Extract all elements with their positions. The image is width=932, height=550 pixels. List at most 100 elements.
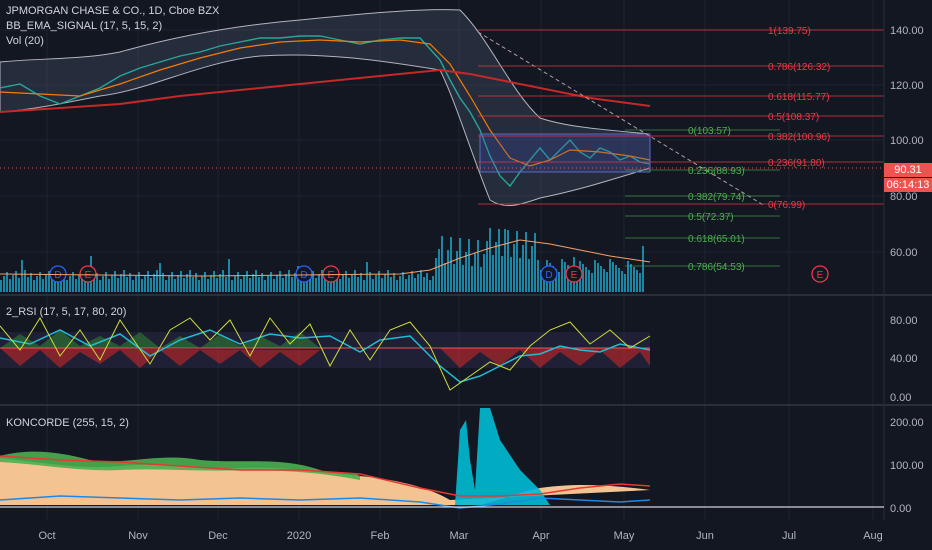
volume-bar [393, 273, 395, 292]
event-marker-e[interactable]: E [811, 265, 829, 283]
event-letter: E [817, 270, 824, 281]
volume-bar [432, 276, 434, 292]
volume-bar [30, 273, 32, 292]
volume-bar [258, 277, 260, 292]
koncorde-cyan-area [455, 408, 550, 505]
volume-bar [111, 275, 113, 292]
bb-indicator-label[interactable]: BB_EMA_SIGNAL (17, 5, 15, 2) [6, 20, 163, 32]
volume-bar [555, 269, 557, 292]
volume-bar [315, 278, 317, 292]
koncorde-red-line [0, 455, 651, 497]
volume-bar [453, 264, 455, 292]
fib-ext-label: 0.382(79.74) [688, 192, 745, 203]
volume-bar [498, 229, 500, 292]
volume-bar [504, 229, 506, 292]
fib-ext-label: 0.236(88.93) [688, 166, 745, 177]
volume-bar [9, 279, 11, 292]
volume-bar [123, 270, 125, 292]
bb-band-fill [0, 9, 651, 207]
volume-bar [186, 274, 188, 292]
volume-bar [591, 273, 593, 292]
volume-bar [54, 274, 56, 292]
volume-bar [78, 275, 80, 292]
volume-bar [615, 265, 617, 292]
time-tick-label: Nov [128, 530, 148, 542]
fib-level-label: 1(139.75) [768, 26, 811, 37]
volume-bar [270, 272, 272, 292]
price-tick-label: 140.00 [890, 25, 924, 37]
time-tick-label: Jun [696, 530, 714, 542]
volume-bar [99, 280, 101, 292]
price-tick-label: 80.00 [890, 191, 918, 203]
fib-level-label: 0.5(108.37) [768, 112, 819, 123]
event-circle [565, 265, 583, 283]
volume-bar [465, 252, 467, 292]
volume-bar [501, 256, 503, 292]
volume-bar [0, 280, 2, 292]
volume-bar [189, 270, 191, 292]
volume-bar [294, 273, 296, 292]
rsi-indicator-label[interactable]: 2_RSI (17, 5, 17, 80, 20) [6, 306, 127, 318]
volume-bar [171, 272, 173, 292]
volume-bar [147, 271, 149, 292]
volume-bar [72, 272, 74, 292]
volume-bar [507, 230, 509, 292]
volume-bar [312, 271, 314, 292]
fib-extension: 0(103.57) 0.236(88.93) 0.382(79.74) 0.5(72.… [625, 126, 780, 273]
volume-bar [243, 275, 245, 292]
volume-bar [543, 273, 545, 292]
volume-bar [84, 278, 86, 292]
volume-bar [75, 279, 77, 292]
koncorde-indicator-label[interactable]: KONCORDE (255, 15, 2) [6, 417, 129, 429]
vol-indicator-label[interactable]: Vol (20) [6, 35, 44, 47]
fib-ext-label: 0.5(72.37) [688, 212, 734, 223]
event-letter: E [85, 270, 92, 281]
volume-bar [282, 278, 284, 292]
volume-bar [372, 279, 374, 292]
volume-bar [117, 278, 119, 292]
volume-bar [537, 260, 539, 292]
rsi-red-area [0, 348, 320, 368]
volume-bar [402, 272, 404, 292]
volume-bar [600, 266, 602, 292]
volume-bar [165, 280, 167, 292]
volume-bar [429, 280, 431, 292]
volume-bar [306, 279, 308, 292]
event-letter: D [545, 270, 552, 281]
volume-bar [477, 240, 479, 292]
volume-bar [207, 279, 209, 292]
volume-bar [492, 255, 494, 292]
volume-bar [495, 242, 497, 292]
volume-bar [291, 277, 293, 292]
volume-bar [459, 238, 461, 292]
event-marker-d[interactable]: D [540, 265, 558, 283]
fib-level-label: 0.786(126.32) [768, 62, 830, 73]
event-marker-d[interactable]: D [295, 265, 313, 283]
volume-bar [273, 279, 275, 292]
volume-bar [240, 279, 242, 292]
volume-bar [129, 273, 131, 292]
volume-bar [399, 276, 401, 292]
volume-bar [141, 279, 143, 292]
event-marker-e[interactable]: E [322, 265, 340, 283]
volume-bar [405, 279, 407, 292]
volume-bar [606, 272, 608, 292]
volume-bar [624, 274, 626, 292]
event-letter: E [328, 270, 335, 281]
volume-bar [525, 232, 527, 292]
volume-bar [324, 277, 326, 292]
koncorde-tick-label: 100.00 [890, 460, 924, 472]
volume-bar [378, 271, 380, 292]
event-marker-e[interactable]: E [79, 265, 97, 283]
event-marker-d[interactable]: D [49, 265, 67, 283]
event-marker-e[interactable]: E [565, 265, 583, 283]
volume-bar [423, 277, 425, 292]
volume-bar [642, 246, 644, 292]
volume-bar [327, 273, 329, 292]
volume-bar [564, 262, 566, 292]
volume-bar [126, 277, 128, 292]
volume-bar [204, 272, 206, 292]
rsi-tick-label: 0.00 [890, 392, 911, 404]
event-circle [811, 265, 829, 283]
